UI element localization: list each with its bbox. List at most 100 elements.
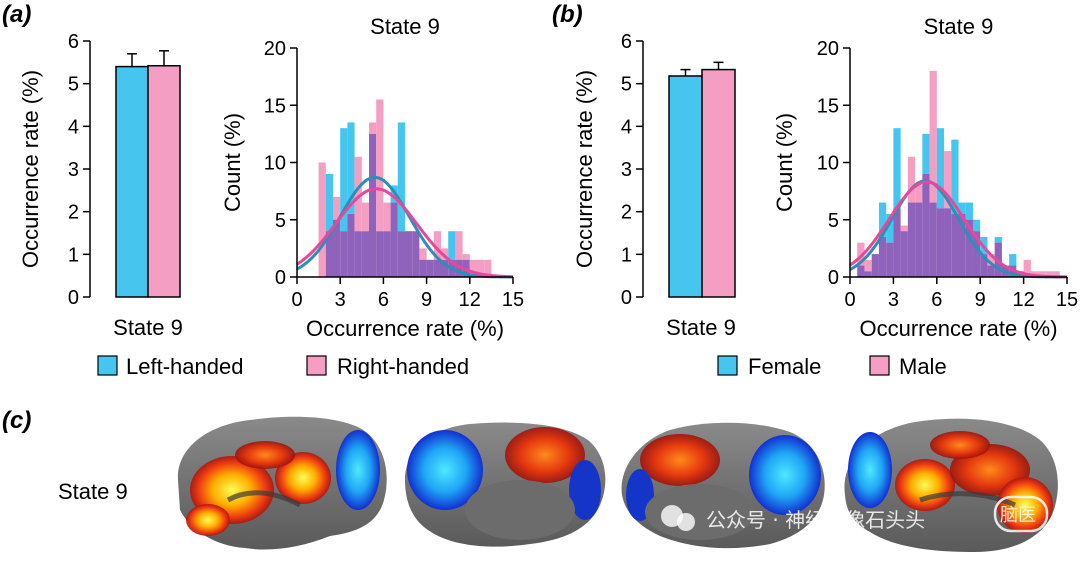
- hist-bar-overlap: [871, 254, 879, 277]
- hist-bar-overlap: [987, 265, 995, 277]
- y-tick-label: 1: [68, 244, 79, 266]
- bar-male: [701, 68, 736, 298]
- x-tick-label: 9: [421, 289, 432, 311]
- legend-b: Female Male: [717, 354, 947, 379]
- hist-bar-overlap: [383, 231, 391, 277]
- brain-right-lateral: [844, 418, 1058, 552]
- x-tick-label: 9: [975, 289, 986, 311]
- y-tick-label: 0: [68, 287, 79, 309]
- hist-bar-overlap: [900, 231, 908, 277]
- legend-swatch-right-handed: [306, 355, 327, 376]
- x-tick-label: 3: [335, 289, 346, 311]
- y-tick-label: 0: [275, 267, 286, 289]
- hist-bar-exclusive: [369, 122, 377, 134]
- legend-label-male: Male: [899, 354, 947, 379]
- y-tick-label: 5: [275, 210, 286, 232]
- hist-bar-exclusive: [922, 133, 930, 174]
- panel-label-b: (b): [552, 1, 583, 28]
- hist-bar-overlap: [864, 271, 872, 277]
- hist-bar-overlap: [376, 231, 384, 277]
- hist-bar-exclusive: [893, 128, 901, 209]
- hist-bar-overlap: [390, 202, 398, 277]
- hist-bar-exclusive: [972, 219, 981, 232]
- brain-left-lateral: [177, 416, 387, 550]
- hist-bar-overlap: [354, 231, 362, 277]
- y-tick-label: 5: [621, 74, 632, 96]
- brain-state-label: State 9: [58, 479, 128, 504]
- hist-bar-overlap: [886, 242, 894, 277]
- hist-bar-exclusive: [857, 242, 865, 266]
- legend-a: Left-handed Right-handed: [97, 354, 469, 379]
- bar-left-handed: [115, 65, 149, 298]
- hist-bar-overlap: [944, 208, 952, 277]
- hist-bar-overlap: [325, 231, 333, 277]
- fit-curve-male: [849, 180, 1067, 279]
- hist-bar-exclusive: [929, 70, 937, 203]
- y-tick-label: 5: [68, 74, 79, 96]
- histogram-a: 0 3 6 9 12 15 0 5 10 15 20 State 9 Occurrence rate (…: [220, 14, 524, 341]
- hist-bar-exclusive: [965, 202, 973, 220]
- hist-bar-exclusive: [886, 214, 894, 243]
- x-tick-label: 3: [888, 289, 899, 311]
- hist-bar-overlap: [405, 231, 413, 277]
- hist-bar-exclusive: [1009, 254, 1017, 266]
- hist-bar-overlap: [340, 231, 348, 277]
- hist-bar-overlap: [893, 208, 901, 277]
- bar-female: [668, 75, 703, 298]
- y-tick-label: 4: [68, 116, 79, 138]
- hist-bar-exclusive: [944, 151, 952, 209]
- legend-swatch-male: [869, 355, 890, 376]
- hist-bar-exclusive: [397, 122, 405, 232]
- hist-bar-exclusive: [1052, 271, 1060, 277]
- hist-bar-overlap: [369, 133, 377, 277]
- hist-bar-exclusive: [878, 202, 887, 237]
- y-tick-label: 10: [817, 153, 839, 175]
- hist-bar-exclusive: [376, 99, 384, 232]
- y-tick-label: 2: [621, 202, 632, 224]
- panel-label-a: (a): [2, 1, 31, 28]
- hist-bar-exclusive: [354, 156, 362, 232]
- y-tick-label: 2: [68, 202, 79, 224]
- legend-label-female: Female: [748, 354, 821, 379]
- x-tick-label: 12: [459, 289, 481, 311]
- hist-bar-overlap: [907, 202, 916, 277]
- hist-bar-exclusive: [462, 254, 470, 260]
- x-tick-label: 15: [1056, 289, 1078, 311]
- y-axis-label: Count (%): [772, 113, 797, 212]
- y-tick-label: 5: [828, 210, 839, 232]
- hist-bar-exclusive: [318, 162, 326, 277]
- hist-bar-overlap: [922, 173, 930, 277]
- hist-bar-overlap: [426, 259, 434, 277]
- chart-title: State 9: [370, 14, 440, 39]
- hist-bar-exclusive: [433, 231, 441, 260]
- hist-bar-exclusive: [864, 259, 872, 272]
- histogram-b: 0 3 6 9 12 15 0 5 10 15 20 State 9 Occurrence rate (…: [772, 14, 1078, 341]
- x-tick-label: 0: [844, 289, 855, 311]
- y-tick-label: 20: [264, 38, 286, 60]
- y-tick-label: 1: [621, 244, 632, 266]
- hist-bar-exclusive: [448, 231, 456, 260]
- y-tick-label: 20: [817, 38, 839, 60]
- legend-label-left-handed: Left-handed: [126, 354, 243, 379]
- hist-bar-exclusive: [958, 202, 966, 215]
- watermark-stamp: 脑医: [1000, 505, 1036, 526]
- hist-bar-exclusive: [333, 196, 341, 220]
- hist-bar-exclusive: [484, 259, 492, 277]
- watermark: 公众号 · 神经影像石头头 脑医: [661, 495, 1049, 533]
- bar-chart-a: 0 1 2 3 4 5 6 State 9 Occurrence rate (%): [18, 31, 183, 340]
- hist-bar-overlap: [980, 254, 988, 277]
- hist-bar-overlap: [915, 202, 923, 277]
- hist-bar-overlap: [972, 231, 981, 277]
- hist-bar-exclusive: [383, 202, 391, 232]
- hist-bar-exclusive: [347, 122, 355, 215]
- x-tick-label: 12: [1012, 289, 1034, 311]
- x-axis-label: Occurrence rate (%): [306, 316, 504, 341]
- y-tick-label: 0: [828, 267, 839, 289]
- hist-bar-exclusive: [340, 128, 348, 232]
- hist-bar-overlap: [878, 236, 887, 277]
- x-axis-label: State 9: [113, 315, 183, 340]
- x-axis-label: Occurrence rate (%): [859, 316, 1057, 341]
- x-axis-label: State 9: [666, 315, 736, 340]
- chart-title: State 9: [924, 14, 994, 39]
- y-axis-label: Count (%): [220, 113, 245, 212]
